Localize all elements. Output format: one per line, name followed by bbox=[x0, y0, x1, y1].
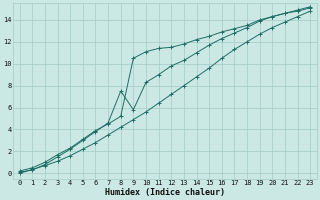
X-axis label: Humidex (Indice chaleur): Humidex (Indice chaleur) bbox=[105, 188, 225, 197]
